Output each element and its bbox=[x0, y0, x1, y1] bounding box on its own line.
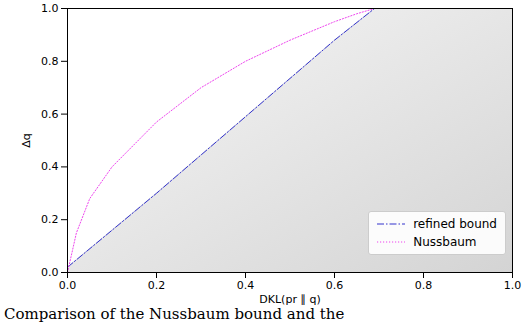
svg-text:0.8: 0.8 bbox=[415, 279, 433, 292]
html-text:refined bound: refined bound bbox=[413, 217, 497, 231]
html-text:Comparison of the Nussbaum bou: Comparison of the Nussbaum bound and the bbox=[4, 305, 345, 323]
svg-text:0.8: 0.8 bbox=[41, 55, 59, 68]
svg-text:0.6: 0.6 bbox=[41, 108, 59, 121]
svg-text:0.4: 0.4 bbox=[41, 160, 59, 173]
svg-text:Δq: Δq bbox=[20, 133, 33, 148]
svg-text:0.0: 0.0 bbox=[41, 266, 59, 279]
svg-text:0.6: 0.6 bbox=[326, 279, 344, 292]
svg-text:DKL(pr ∥ q): DKL(pr ∥ q) bbox=[259, 293, 320, 306]
svg-text:0.4: 0.4 bbox=[237, 279, 255, 292]
svg-text:1.0: 1.0 bbox=[504, 279, 522, 292]
svg-text:0.0: 0.0 bbox=[59, 279, 77, 292]
svg-text:1.0: 1.0 bbox=[41, 2, 59, 15]
html-text:Nussbaum: Nussbaum bbox=[413, 235, 477, 249]
svg-text:0.2: 0.2 bbox=[148, 279, 166, 292]
svg-text:0.2: 0.2 bbox=[41, 213, 59, 226]
